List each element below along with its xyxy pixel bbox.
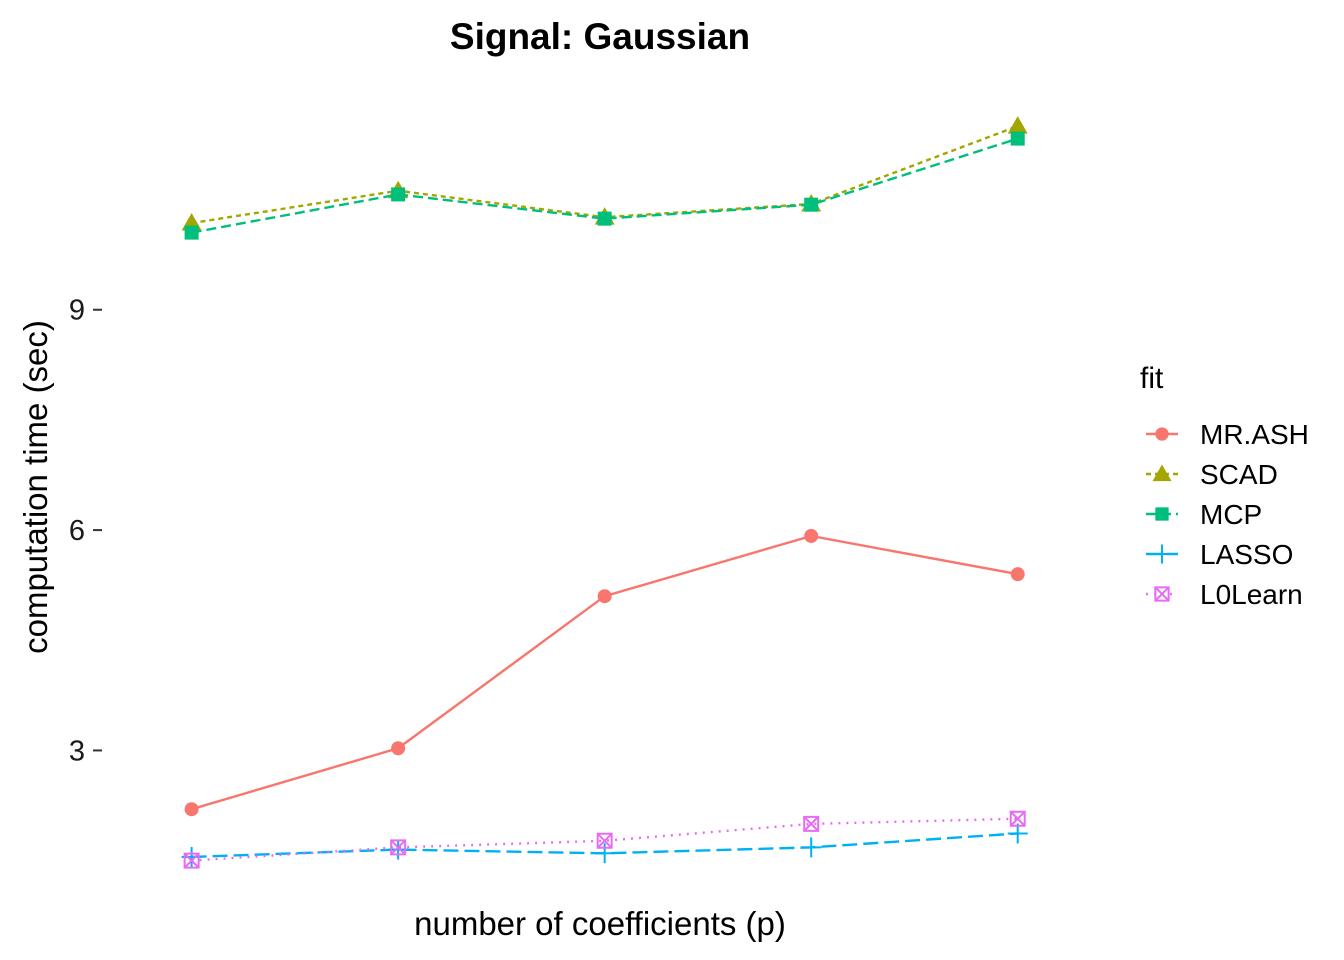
legend-label: MCP [1200,499,1262,530]
y-tick-label: 6 [69,515,85,547]
y-tick-label: 9 [69,295,85,327]
legend-item: LASSO [1146,539,1293,570]
y-axis-title: computation time (sec) [17,320,54,654]
data-point [390,839,407,856]
series-line [191,137,1019,234]
data-point [596,832,613,849]
legend-marker [1155,427,1169,441]
data-point [803,815,820,832]
data-point [184,802,199,817]
series-lasso [181,823,1028,867]
data-point [391,187,406,202]
legend-item: SCAD [1146,459,1278,490]
data-point [804,528,819,543]
series-l0learn [183,810,1026,869]
data-point [184,225,199,240]
legend: fit MR.ASH SCAD MCP LASSO L0Learn [1140,362,1309,610]
x-axis-title: number of coefficients (p) [414,905,786,942]
data-point [1007,823,1028,844]
series-line [191,534,1018,811]
data-point [391,741,406,756]
legend-item: MR.ASH [1146,419,1309,450]
legend-item: MCP [1146,499,1262,530]
legend-marker [1152,544,1172,564]
data-point [801,837,822,858]
series-layer [181,116,1028,869]
data-point [1010,131,1025,146]
series-mr-ash [184,528,1025,817]
y-axis: 3 6 9 [69,295,102,767]
data-point [597,211,612,226]
legend-label: SCAD [1200,459,1278,490]
legend-label: LASSO [1200,539,1293,570]
legend-title: fit [1140,362,1164,395]
series-line [191,817,1018,862]
y-tick-label: 3 [69,735,85,767]
data-point [1009,810,1026,827]
legend-marker [1154,586,1170,602]
data-point [1007,116,1028,134]
legend-label: L0Learn [1200,579,1303,610]
legend-marker [1152,464,1172,482]
data-point [594,843,615,864]
data-point [804,197,819,212]
legend-label: MR.ASH [1200,419,1309,450]
data-point [183,852,200,869]
legend-marker [1155,507,1169,521]
data-point [597,589,612,604]
legend-item: L0Learn [1146,579,1303,610]
data-point [1010,567,1025,582]
series-mcp [184,131,1025,240]
chart-title: Signal: Gaussian [450,16,750,57]
